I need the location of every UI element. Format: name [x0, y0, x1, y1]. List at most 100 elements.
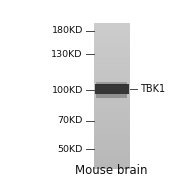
Text: 100KD: 100KD [51, 86, 83, 94]
Bar [94, 76, 130, 77]
Bar [94, 108, 130, 109]
Bar [94, 36, 130, 38]
Bar [94, 87, 130, 89]
Bar [94, 55, 130, 57]
Bar [94, 121, 130, 123]
Bar [94, 65, 130, 67]
Bar [94, 24, 130, 26]
Bar [94, 162, 130, 163]
Bar [94, 109, 130, 111]
Bar [94, 134, 130, 136]
Bar [94, 33, 130, 35]
Bar [94, 167, 130, 169]
Bar [94, 116, 130, 118]
Bar [94, 74, 130, 76]
Bar [94, 124, 130, 125]
Bar [94, 148, 130, 150]
Bar [94, 102, 130, 104]
Bar [94, 67, 130, 69]
Bar [94, 84, 129, 94]
Bar [94, 54, 130, 55]
Bar [94, 46, 130, 48]
Bar [94, 160, 130, 162]
Text: Mouse brain: Mouse brain [75, 165, 148, 177]
Bar [94, 94, 130, 96]
Bar [94, 60, 130, 61]
Bar [94, 29, 130, 31]
Bar [94, 157, 130, 159]
Bar [94, 115, 130, 117]
Text: 70KD: 70KD [57, 116, 83, 125]
Bar [94, 26, 130, 28]
Text: TBK1: TBK1 [140, 84, 166, 94]
Bar [94, 135, 130, 137]
Bar [94, 93, 130, 95]
Bar [96, 82, 127, 85]
Bar [94, 73, 130, 75]
Bar [94, 97, 130, 99]
Bar [94, 89, 130, 91]
Bar [94, 83, 130, 85]
Bar [94, 111, 130, 112]
Bar [94, 43, 130, 45]
Bar [94, 129, 130, 131]
Bar [94, 45, 130, 47]
Bar [94, 52, 130, 54]
Bar [94, 105, 130, 107]
Bar [94, 119, 130, 121]
Bar [94, 106, 130, 108]
Bar [94, 99, 130, 101]
Bar [94, 71, 130, 73]
Bar [94, 27, 130, 29]
Bar [94, 118, 130, 120]
Bar [94, 51, 130, 53]
Bar [94, 137, 130, 139]
Bar [94, 144, 130, 146]
Bar [94, 48, 130, 50]
Bar [94, 141, 130, 143]
Bar [94, 81, 130, 83]
Text: 50KD: 50KD [57, 145, 83, 154]
Bar [94, 151, 130, 153]
Bar [94, 23, 130, 25]
Bar [94, 138, 130, 140]
Bar [94, 165, 130, 166]
Bar [96, 94, 127, 98]
Bar [94, 61, 130, 63]
Bar [94, 96, 130, 98]
Bar [94, 132, 130, 134]
Bar [94, 92, 130, 93]
Bar [94, 58, 130, 60]
Bar [94, 166, 130, 168]
Bar [94, 42, 130, 44]
Bar [94, 128, 130, 130]
Bar [94, 131, 130, 133]
Bar [94, 90, 130, 92]
Bar [94, 80, 130, 82]
Bar [94, 163, 130, 165]
Bar [94, 154, 130, 156]
Bar [94, 103, 130, 105]
Text: 130KD: 130KD [51, 50, 83, 59]
Bar [94, 62, 130, 64]
Bar [94, 32, 130, 34]
Bar [94, 84, 130, 86]
Bar [94, 150, 130, 152]
Bar [94, 145, 130, 147]
Bar [94, 30, 130, 32]
Bar [94, 68, 130, 70]
Bar [94, 86, 130, 87]
Bar [94, 125, 130, 127]
Bar [94, 127, 130, 128]
Bar [94, 147, 130, 149]
Bar [94, 77, 130, 79]
Bar [94, 64, 130, 66]
Bar [94, 39, 130, 41]
Bar [94, 140, 130, 141]
Bar [94, 49, 130, 51]
Bar [94, 40, 130, 42]
Bar [94, 100, 130, 102]
Bar [94, 78, 130, 80]
Bar [94, 35, 130, 37]
Bar [94, 57, 130, 58]
